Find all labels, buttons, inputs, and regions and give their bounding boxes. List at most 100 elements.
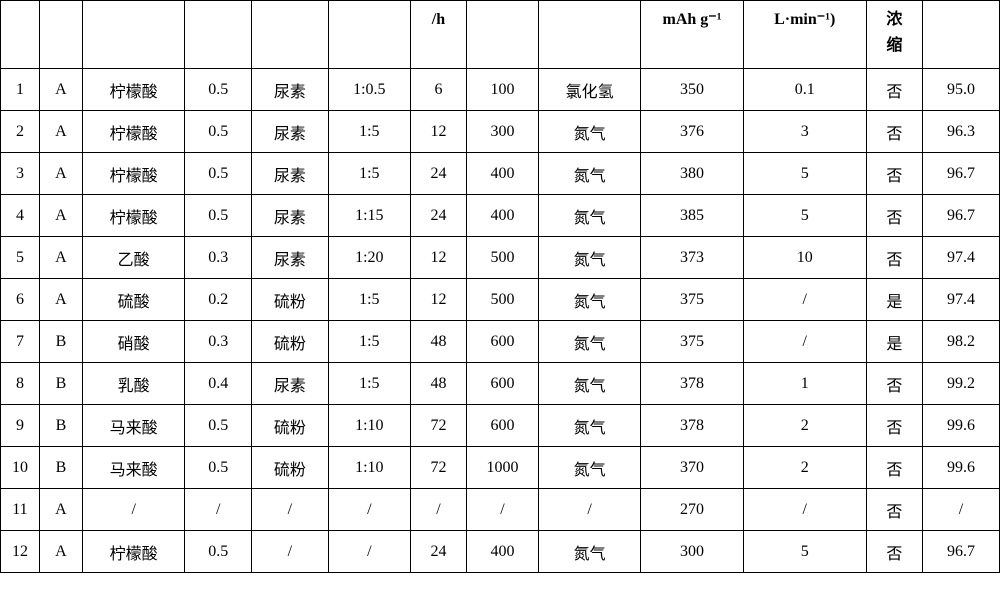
table-cell: 96.7: [923, 153, 1000, 195]
table-cell: 96.3: [923, 111, 1000, 153]
table-cell: A: [39, 69, 82, 111]
table-cell: 5: [743, 195, 866, 237]
table-cell: 48: [410, 363, 466, 405]
header-cell: [328, 1, 410, 69]
table-cell: 否: [866, 69, 922, 111]
table-cell: /: [743, 489, 866, 531]
table-cell: 373: [641, 237, 743, 279]
table-row: 11A///////270/否/: [1, 489, 1000, 531]
table-cell: 氮气: [538, 405, 640, 447]
table-cell: /: [743, 321, 866, 363]
table-cell: 5: [743, 153, 866, 195]
header-cell: [251, 1, 328, 69]
table-cell: 500: [467, 279, 539, 321]
table-cell: 否: [866, 111, 922, 153]
table-cell: 24: [410, 153, 466, 195]
table-cell: 氯化氢: [538, 69, 640, 111]
table-cell: 尿素: [251, 69, 328, 111]
header-cell: [1, 1, 40, 69]
table-cell: 尿素: [251, 237, 328, 279]
table-cell: 否: [866, 237, 922, 279]
table-cell: 10: [1, 447, 40, 489]
table-row: 8B乳酸0.4尿素1:548600氮气3781否99.2: [1, 363, 1000, 405]
table-cell: 氮气: [538, 279, 640, 321]
table-cell: 0.3: [185, 237, 252, 279]
table-cell: 7: [1, 321, 40, 363]
table-cell: 否: [866, 195, 922, 237]
table-cell: 硫粉: [251, 405, 328, 447]
table-cell: 99.6: [923, 405, 1000, 447]
table-cell: 柠檬酸: [82, 111, 184, 153]
table-cell: 12: [410, 111, 466, 153]
table-cell: 乳酸: [82, 363, 184, 405]
table-cell: 98.2: [923, 321, 1000, 363]
table-cell: 10: [743, 237, 866, 279]
table-cell: 12: [1, 531, 40, 573]
table-cell: 6: [1, 279, 40, 321]
table-cell: /: [328, 531, 410, 573]
table-cell: B: [39, 447, 82, 489]
table-cell: 1:5: [328, 279, 410, 321]
table-cell: 否: [866, 447, 922, 489]
table-cell: 1:5: [328, 363, 410, 405]
table-cell: 氮气: [538, 531, 640, 573]
table-cell: A: [39, 195, 82, 237]
table-cell: 硫酸: [82, 279, 184, 321]
table-cell: 1:5: [328, 321, 410, 363]
table-cell: A: [39, 279, 82, 321]
table-cell: 尿素: [251, 195, 328, 237]
table-cell: 400: [467, 153, 539, 195]
table-cell: A: [39, 531, 82, 573]
table-cell: /: [467, 489, 539, 531]
table-cell: 氮气: [538, 447, 640, 489]
table-cell: 2: [743, 447, 866, 489]
header-cell: mAh g⁻¹: [641, 1, 743, 69]
table-cell: 尿素: [251, 363, 328, 405]
table-cell: 否: [866, 489, 922, 531]
table-cell: 1:10: [328, 405, 410, 447]
table-cell: 100: [467, 69, 539, 111]
table-cell: 376: [641, 111, 743, 153]
table-cell: 0.4: [185, 363, 252, 405]
table-cell: 0.5: [185, 69, 252, 111]
table-body: 1A柠檬酸0.5尿素1:0.56100氯化氢3500.1否95.02A柠檬酸0.…: [1, 69, 1000, 573]
table-cell: 1: [743, 363, 866, 405]
table-cell: 尿素: [251, 111, 328, 153]
table-cell: 3: [1, 153, 40, 195]
table-cell: 72: [410, 405, 466, 447]
table-row: 6A硫酸0.2硫粉1:512500氮气375/是97.4: [1, 279, 1000, 321]
table-cell: 0.5: [185, 153, 252, 195]
table-row: 12A柠檬酸0.5//24400氮气3005否96.7: [1, 531, 1000, 573]
table-cell: 378: [641, 405, 743, 447]
table-cell: 是: [866, 321, 922, 363]
table-cell: 0.2: [185, 279, 252, 321]
table-cell: 柠檬酸: [82, 195, 184, 237]
table-cell: 柠檬酸: [82, 69, 184, 111]
table-cell: 8: [1, 363, 40, 405]
table-cell: 硝酸: [82, 321, 184, 363]
table-cell: 300: [641, 531, 743, 573]
table-cell: 24: [410, 195, 466, 237]
table-cell: 0.5: [185, 111, 252, 153]
table-cell: 1: [1, 69, 40, 111]
table-cell: 1:0.5: [328, 69, 410, 111]
table-cell: /: [251, 531, 328, 573]
table-row: 1A柠檬酸0.5尿素1:0.56100氯化氢3500.1否95.0: [1, 69, 1000, 111]
table-cell: 5: [1, 237, 40, 279]
table-cell: 600: [467, 363, 539, 405]
table-cell: 5: [743, 531, 866, 573]
table-cell: B: [39, 405, 82, 447]
table-cell: 0.5: [185, 531, 252, 573]
table-row: 9B马来酸0.5硫粉1:1072600氮气3782否99.6: [1, 405, 1000, 447]
table-cell: 硫粉: [251, 321, 328, 363]
table-cell: 2: [1, 111, 40, 153]
table-cell: 硫粉: [251, 279, 328, 321]
table-cell: 1:5: [328, 111, 410, 153]
table-cell: B: [39, 363, 82, 405]
table-row: 5A乙酸0.3尿素1:2012500氮气37310否97.4: [1, 237, 1000, 279]
table-cell: /: [185, 489, 252, 531]
table-cell: A: [39, 489, 82, 531]
table-cell: 9: [1, 405, 40, 447]
table-cell: 1:15: [328, 195, 410, 237]
table-cell: 1:5: [328, 153, 410, 195]
